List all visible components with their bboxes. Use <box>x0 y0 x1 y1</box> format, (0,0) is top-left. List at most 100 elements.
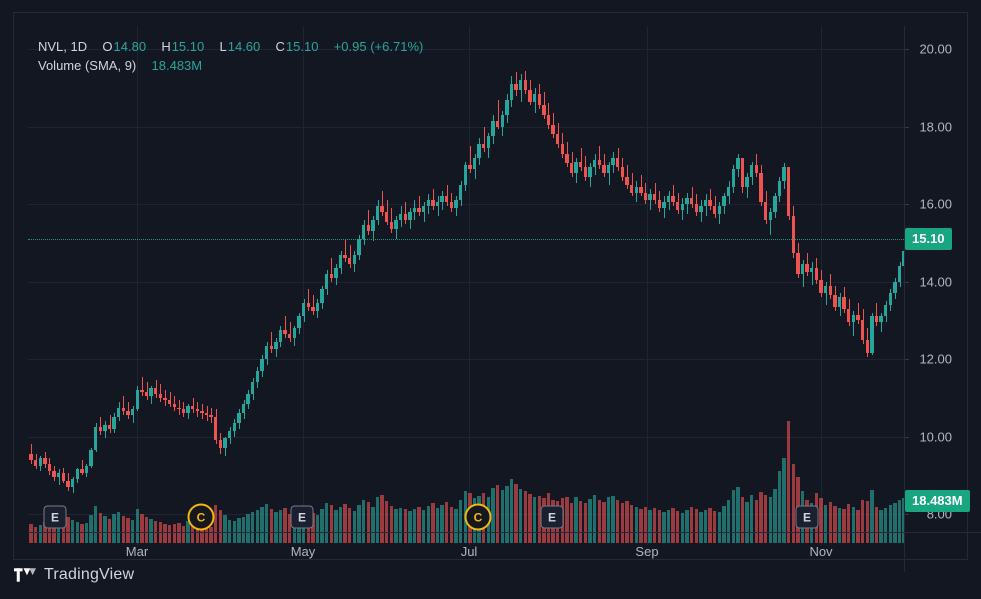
horizontal-gridline <box>28 281 904 283</box>
volume-bar <box>29 523 33 543</box>
candle-body <box>491 120 495 137</box>
volume-bar <box>84 523 89 543</box>
volume-bar <box>717 512 722 543</box>
candle-body <box>629 184 634 193</box>
candle-body <box>579 161 583 168</box>
candle-body <box>297 316 301 329</box>
candle-body <box>606 165 611 174</box>
volume-bar <box>639 508 643 543</box>
volume-bar <box>528 494 532 543</box>
tradingview-branding[interactable]: TradingView <box>14 566 134 584</box>
candle-body <box>163 397 167 400</box>
candle-body <box>98 426 102 431</box>
volume-bar <box>394 508 398 543</box>
candle-wick <box>812 262 813 286</box>
volume-bar <box>154 520 158 543</box>
price-axis[interactable]: 8.00 10.00 12.00 14.00 16.00 18.00 20.00 15.10 1… <box>904 26 981 545</box>
volume-bar <box>870 490 874 543</box>
candle-wick <box>609 161 610 185</box>
earnings-marker[interactable]: E <box>290 505 314 529</box>
candle-wick <box>285 316 286 338</box>
earnings-marker[interactable]: E <box>795 505 819 529</box>
candle-wick <box>170 392 171 408</box>
candle-wick <box>853 310 854 336</box>
candle-body <box>195 409 199 412</box>
candle-wick <box>641 175 642 197</box>
volume-bar <box>523 491 528 543</box>
volume-bar <box>648 509 652 543</box>
candle-body <box>130 409 135 416</box>
candle-body <box>371 219 375 232</box>
volume-bar <box>884 508 888 543</box>
candle-body <box>860 320 865 340</box>
volume-bar <box>47 519 52 543</box>
dividend-marker[interactable]: C <box>187 503 215 531</box>
last-price-badge[interactable]: 15.10 <box>905 228 952 251</box>
volume-bar <box>130 520 135 543</box>
candle-body <box>800 264 805 274</box>
vertical-gridline <box>647 26 648 545</box>
candle-body <box>569 163 574 174</box>
volume-bar <box>98 512 102 543</box>
candle-wick <box>207 405 208 422</box>
candle-body <box>823 285 828 294</box>
earnings-marker[interactable]: E <box>540 505 564 529</box>
volume-bar <box>509 479 514 543</box>
candle-body <box>884 304 888 317</box>
volume-bar <box>200 526 204 543</box>
dividend-marker[interactable]: C <box>464 503 492 531</box>
volume-bar <box>574 497 578 543</box>
volume-bar <box>750 494 754 543</box>
volume-bar <box>440 505 444 543</box>
vertical-gridline <box>469 26 470 545</box>
candle-wick <box>160 384 161 402</box>
volume-bar <box>140 513 144 543</box>
candle-body <box>80 469 84 474</box>
volume-bar <box>634 507 638 543</box>
tradingview-wordmark: TradingView <box>44 566 135 583</box>
price-tick <box>904 204 909 206</box>
candle-wick <box>290 322 291 342</box>
volume-bar <box>214 505 218 543</box>
price-axis-label: 14.00 <box>919 274 952 290</box>
horizontal-gridline <box>28 49 904 51</box>
candle-body <box>237 413 241 423</box>
candle-body <box>408 211 412 220</box>
volume-bar <box>338 506 343 543</box>
candle-body <box>458 184 463 201</box>
volume-bar <box>246 514 250 543</box>
candle-body <box>43 457 47 464</box>
candle-body <box>431 200 435 207</box>
volume-value-badge[interactable]: 18.483M <box>905 490 970 512</box>
candle-body <box>828 285 832 296</box>
candle-body <box>555 134 560 145</box>
candle-body <box>509 84 514 100</box>
candle-wick <box>433 188 434 210</box>
candle-body <box>523 80 528 90</box>
volume-bar <box>103 516 107 543</box>
candle-wick <box>516 72 517 96</box>
candle-body <box>902 250 904 267</box>
volume-bar <box>759 491 763 543</box>
candle-body <box>597 159 601 166</box>
volume-bar <box>89 515 93 543</box>
candle-body <box>546 115 551 125</box>
earnings-marker[interactable]: E <box>43 505 67 529</box>
candle-wick <box>271 331 272 354</box>
candle-wick <box>438 196 439 216</box>
candle-body <box>874 316 879 323</box>
volume-bar <box>454 508 458 543</box>
volume-bar <box>117 511 121 543</box>
candle-body <box>375 206 380 220</box>
volume-bar <box>269 508 273 543</box>
candle-wick <box>770 208 771 236</box>
time-axis[interactable]: Mar May Jul Sep Nov <box>28 532 981 572</box>
candle-body <box>782 167 786 181</box>
candle-wick <box>881 312 882 332</box>
candle-body <box>398 213 403 220</box>
time-axis-label: Nov <box>809 544 833 559</box>
candle-body <box>283 330 287 334</box>
volume-bar <box>371 506 375 543</box>
